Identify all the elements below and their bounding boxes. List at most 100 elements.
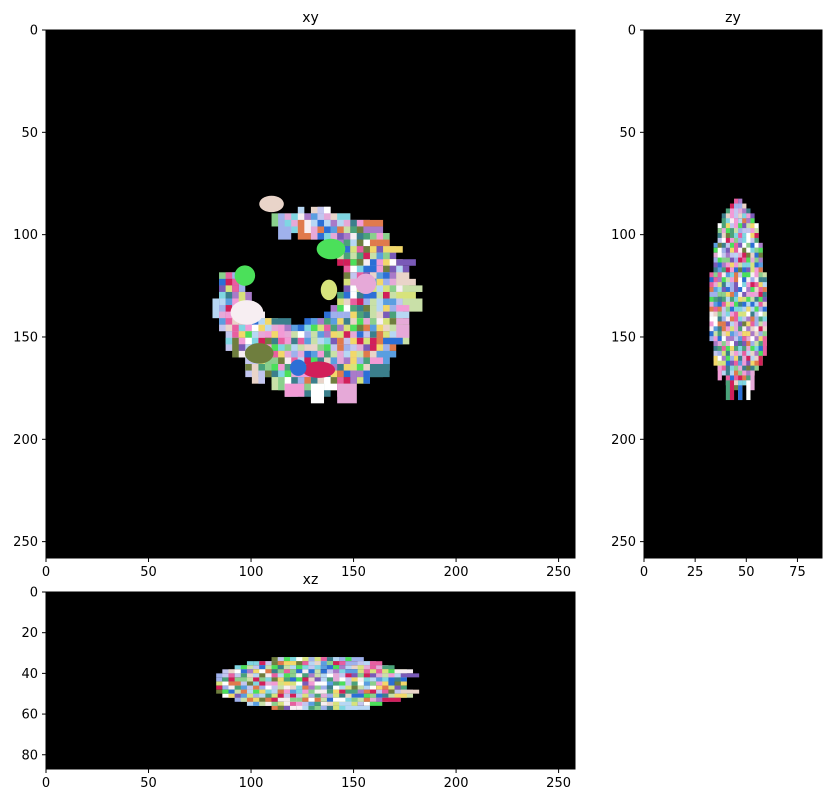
segment xyxy=(317,350,325,358)
segment xyxy=(216,681,229,686)
segment xyxy=(337,383,357,404)
y-tick-label: 40 xyxy=(21,667,38,682)
segment xyxy=(264,370,272,378)
x-tick-label: 200 xyxy=(444,776,469,791)
segment xyxy=(363,697,370,702)
segment xyxy=(320,669,334,674)
segment xyxy=(754,365,759,371)
x-tick-label: 50 xyxy=(140,776,157,791)
segment xyxy=(713,252,718,258)
segment xyxy=(717,287,722,292)
segment xyxy=(742,341,747,346)
segment xyxy=(388,689,401,694)
segment xyxy=(333,677,340,682)
segment xyxy=(725,228,731,234)
segment xyxy=(396,278,416,286)
segment xyxy=(369,681,383,686)
segment xyxy=(228,673,235,678)
segment xyxy=(308,661,321,666)
segment xyxy=(389,278,397,286)
segment xyxy=(363,665,377,670)
segment xyxy=(713,301,718,307)
y-tick-label: 50 xyxy=(619,126,636,141)
segment xyxy=(742,370,747,376)
segment xyxy=(320,677,334,682)
segment xyxy=(345,669,358,674)
segment xyxy=(291,337,298,345)
segment xyxy=(314,685,327,690)
segment xyxy=(369,259,384,266)
segment xyxy=(264,324,272,332)
segment xyxy=(339,681,346,686)
segment xyxy=(742,380,747,386)
x-tick-label: 50 xyxy=(140,565,157,580)
segment xyxy=(289,693,297,698)
segment xyxy=(339,665,346,670)
segment xyxy=(289,677,303,682)
segment xyxy=(729,365,735,371)
x-tick-label: 0 xyxy=(42,565,50,580)
segment-blob xyxy=(244,343,274,364)
segment xyxy=(296,665,309,670)
segment xyxy=(717,223,722,229)
segment xyxy=(234,677,247,682)
segment xyxy=(363,370,370,384)
segment xyxy=(296,697,303,702)
segment xyxy=(363,677,370,682)
panel-zy-frame xyxy=(643,29,823,559)
segment xyxy=(324,318,331,325)
segment xyxy=(345,677,358,682)
segment xyxy=(396,311,410,319)
segment xyxy=(251,324,265,332)
segment xyxy=(277,681,290,686)
panel-xy: xy 0 50 100 150 200 250 0 50 100 150 200 250 xyxy=(13,10,576,580)
segment xyxy=(369,363,390,378)
segment xyxy=(750,218,755,224)
segment xyxy=(738,370,743,376)
segment xyxy=(216,673,229,678)
segment xyxy=(388,669,395,674)
y-tick-label: 250 xyxy=(13,535,38,550)
segment xyxy=(729,237,735,243)
segment xyxy=(376,677,389,682)
segment xyxy=(376,665,389,670)
segment xyxy=(330,377,344,384)
segment xyxy=(369,357,384,365)
segment xyxy=(709,336,714,342)
segment xyxy=(746,267,751,273)
segment xyxy=(228,689,235,694)
segment xyxy=(742,331,747,337)
segment xyxy=(289,697,297,702)
segment xyxy=(271,689,278,694)
segment xyxy=(238,324,252,332)
segment xyxy=(376,298,390,306)
segment xyxy=(742,233,747,238)
segment xyxy=(363,673,370,678)
segment xyxy=(225,337,239,345)
segment xyxy=(363,681,377,686)
segment xyxy=(291,344,298,351)
segment xyxy=(296,657,309,662)
segment xyxy=(277,693,284,698)
segment xyxy=(721,321,726,327)
segment xyxy=(754,301,759,307)
segment xyxy=(729,247,735,253)
segment xyxy=(324,337,331,345)
segment xyxy=(382,697,401,702)
segment xyxy=(402,285,423,292)
segment xyxy=(746,311,751,317)
segment xyxy=(754,296,759,302)
segment xyxy=(265,665,278,670)
segment xyxy=(738,272,743,278)
segment xyxy=(383,246,403,253)
segment xyxy=(302,673,315,678)
segment xyxy=(314,705,321,710)
segment xyxy=(304,337,318,345)
segment xyxy=(314,665,321,670)
segment xyxy=(320,701,334,706)
segment xyxy=(717,331,722,337)
panel-xz-segments xyxy=(216,657,420,710)
x-tick-label: 0 xyxy=(640,565,648,580)
segment xyxy=(339,669,346,674)
